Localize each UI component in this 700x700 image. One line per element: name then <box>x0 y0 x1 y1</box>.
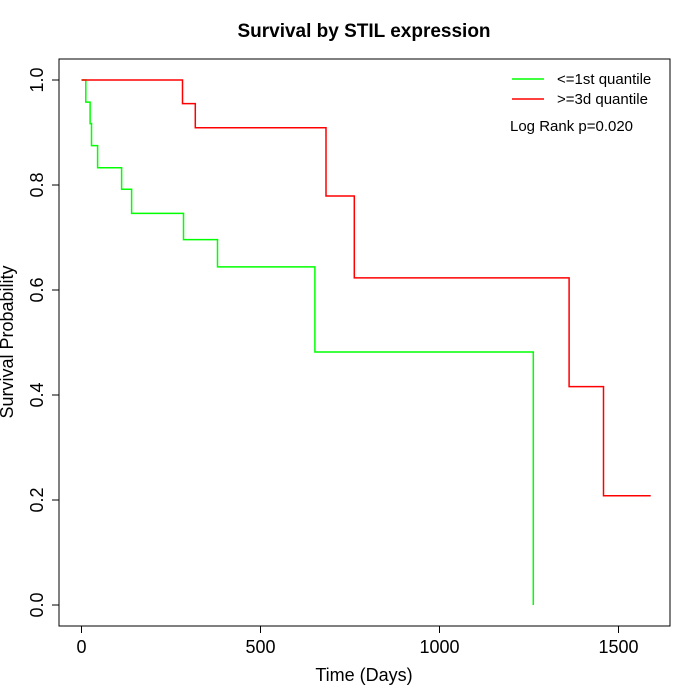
y-tick-label: 0.0 <box>27 592 47 617</box>
log-rank-annotation: Log Rank p=0.020 <box>510 118 633 135</box>
legend-label-low: <=1st quantile <box>557 71 651 88</box>
y-tick-label: 0.2 <box>27 487 47 512</box>
chart-title: Survival by STIL expression <box>237 21 490 42</box>
x-axis: 0 500 1000 1500 <box>76 625 639 657</box>
curve-low-quantile <box>81 79 535 605</box>
survival-curves <box>81 79 651 605</box>
y-tick-label: 1.0 <box>27 67 47 92</box>
legend: <=1st quantile >=3d quantile <box>512 71 651 108</box>
plot-frame <box>58 58 671 627</box>
y-tick-label: 0.8 <box>27 172 47 197</box>
x-axis-label: Time (Days) <box>315 665 412 685</box>
curve-high-quantile <box>81 79 651 497</box>
x-tick-label: 0 <box>76 637 86 657</box>
y-axis-label: Survival Probability <box>0 265 17 418</box>
y-tick-label: 0.4 <box>27 382 47 407</box>
x-tick-label: 1000 <box>419 637 459 657</box>
y-axis: 0.0 0.2 0.4 0.6 0.8 1.0 <box>27 67 60 618</box>
x-tick-label: 1500 <box>598 637 638 657</box>
legend-label-high: >=3d quantile <box>557 91 648 108</box>
x-tick-label: 500 <box>245 637 275 657</box>
y-tick-label: 0.6 <box>27 277 47 302</box>
